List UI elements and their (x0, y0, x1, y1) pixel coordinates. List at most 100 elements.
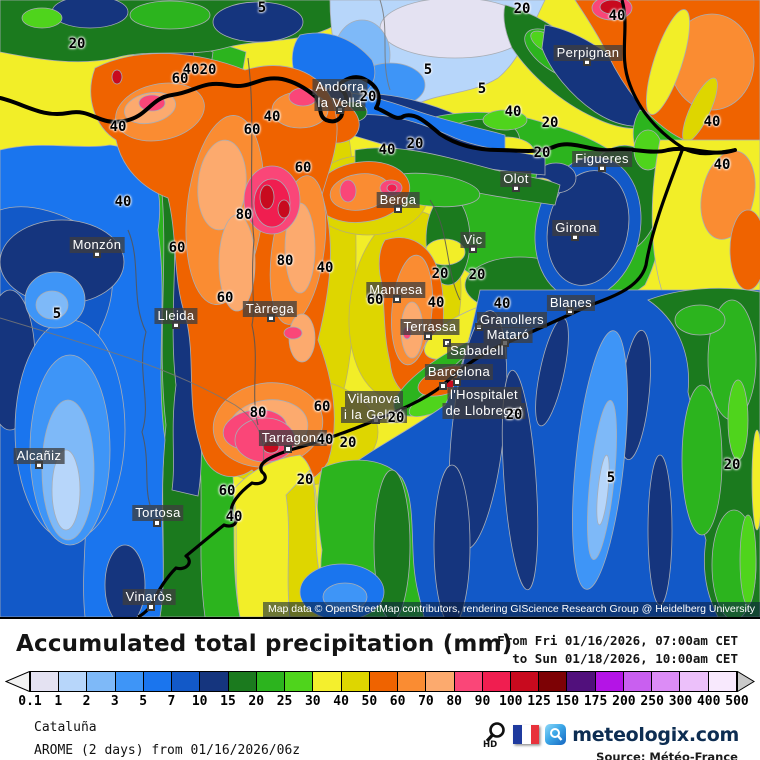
legend-tick: 200 (612, 694, 636, 709)
contour-label: 20 (406, 136, 424, 152)
contour-label: 60 (218, 483, 236, 499)
city-marker[interactable] (172, 321, 180, 329)
legend-tick: 50 (361, 694, 378, 709)
page-title: Accumulated total precipitation (mm) (16, 631, 513, 657)
contour-label: 40 (114, 194, 132, 210)
legend-tick: 300 (668, 694, 693, 709)
contour-label: 60 (243, 122, 261, 138)
contour-label: 20 (468, 267, 486, 283)
city-marker[interactable] (35, 461, 43, 469)
city-marker[interactable] (439, 382, 447, 390)
contour-label: 40 (263, 109, 281, 125)
contour-label: 60 (171, 71, 189, 87)
city-marker[interactable] (372, 416, 380, 424)
city-label: Granollers (477, 312, 547, 328)
contour-label: 40 (608, 8, 626, 24)
city-label: Tarragona (258, 430, 328, 446)
model-run-label: AROME (2 days) from 01/16/2026/06z (34, 743, 301, 758)
contour-label: 20 (339, 435, 357, 451)
valid-period: From Fri 01/16/2026, 07:00am CET to Sun … (497, 632, 738, 668)
legend-segment (142, 671, 173, 692)
data-source-label: Source: Météo-France (596, 750, 738, 760)
contour-label: 20 (68, 36, 86, 52)
legend-tick: 20 (248, 694, 265, 709)
legend-tick: 90 (474, 694, 491, 709)
legend-segment (425, 671, 455, 692)
legend-tick: 40 (333, 694, 349, 709)
legend-ticks: 0.1 1 2 3 5 7 10 15 20 25 30 40 50 60 70 80 90 100 125 150 1… (5, 694, 755, 712)
city-marker[interactable] (443, 339, 451, 347)
valid-from: From Fri 01/16/2026, 07:00am CET (497, 633, 738, 648)
contour-label: 60 (216, 290, 234, 306)
city-marker[interactable] (284, 445, 292, 453)
contour-label: 60 (168, 240, 186, 256)
legend-tick: 25 (276, 694, 293, 709)
city-label: l'Hospitalet de Llobregat (442, 387, 526, 419)
legend-bar (30, 671, 737, 692)
contour-label: 40 (316, 432, 334, 448)
city-marker[interactable] (267, 314, 275, 322)
contour-label: 40 (316, 260, 334, 276)
precipitation-map[interactable]: Andorra la Vella Perpignan Figueres Olot Berg… (0, 0, 760, 617)
hd-zoom-icon[interactable]: HD (483, 721, 507, 748)
city-marker[interactable] (583, 58, 591, 66)
city-marker[interactable] (501, 339, 509, 347)
brand-link[interactable]: meteologix.com (572, 723, 739, 746)
legend-segment (171, 671, 201, 692)
city-marker[interactable] (153, 519, 161, 527)
legend-tick: 100 (499, 694, 523, 709)
city-marker[interactable] (93, 250, 101, 258)
valid-to: to Sun 01/18/2026, 10:00am CET (512, 651, 738, 667)
city-marker[interactable] (147, 603, 155, 611)
legend-segment (30, 671, 60, 692)
legend-segment (114, 671, 144, 692)
contour-label: 40 (427, 295, 445, 311)
city-marker[interactable] (336, 106, 344, 114)
legend-tick: 60 (389, 694, 406, 709)
legend-segment (707, 671, 737, 692)
legend-segment (312, 671, 342, 692)
legend-segment (453, 671, 483, 692)
city-marker[interactable] (393, 295, 401, 303)
legend-tick: 175 (583, 694, 608, 709)
legend-segment (86, 671, 116, 692)
city-marker[interactable] (566, 307, 574, 315)
contour-label: 40 (493, 296, 511, 312)
legend-segment (538, 671, 568, 692)
legend-tick: 250 (640, 694, 664, 709)
legend-segment (255, 671, 286, 692)
contour-label: 40 (713, 157, 731, 173)
legend-segment (284, 671, 314, 692)
contour-label: 20 (513, 1, 531, 17)
legend-tick: 2 (82, 694, 91, 709)
legend-segment (651, 671, 681, 692)
legend-tick: 0.1 (18, 694, 42, 709)
contour-label: 20 (296, 472, 314, 488)
contour-label: 40 (225, 509, 243, 525)
city-marker[interactable] (394, 205, 402, 213)
contour-label: 40 (504, 104, 522, 120)
contour-label: 20 (723, 457, 741, 473)
city-marker[interactable] (598, 164, 606, 172)
city-marker[interactable] (453, 378, 461, 386)
city-marker[interactable] (424, 332, 432, 340)
legend-segment (481, 671, 511, 692)
legend-segment (58, 671, 88, 692)
contour-label: 20 (359, 89, 377, 105)
city-marker[interactable] (571, 233, 579, 241)
legend-segment (340, 671, 370, 692)
brand-block[interactable]: HD meteologix.com (483, 721, 739, 748)
legend-segment (622, 671, 653, 692)
city-marker[interactable] (475, 323, 483, 331)
legend-segment (368, 671, 399, 692)
contour-label: 80 (276, 253, 294, 269)
legend-tick: 1 (54, 694, 63, 709)
city-marker[interactable] (469, 245, 477, 253)
contour-label: 20 (505, 407, 523, 423)
scale-arrow-right (737, 671, 755, 692)
legend-tick: 125 (527, 694, 551, 709)
contour-label: 5 (606, 470, 616, 486)
contour-label: 60 (366, 292, 384, 308)
city-marker[interactable] (512, 184, 520, 192)
city-label: Sabadell (447, 343, 507, 359)
